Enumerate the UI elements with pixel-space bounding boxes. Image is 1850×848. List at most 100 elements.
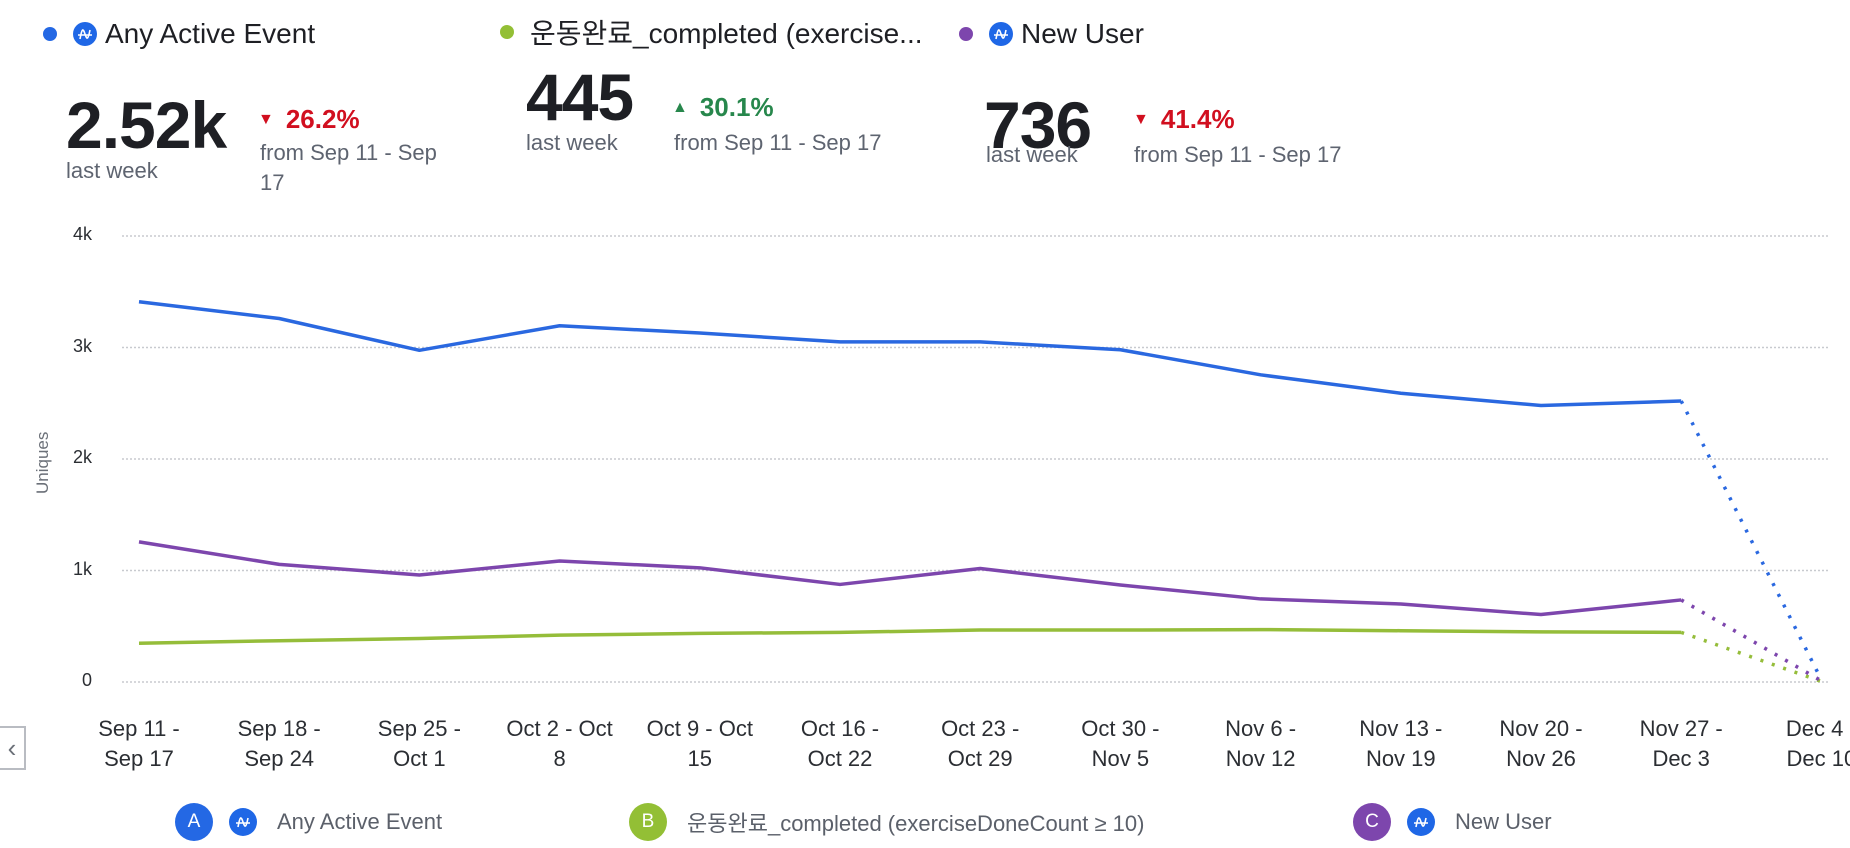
comparison-line-1: from Sep 11 - Sep bbox=[260, 140, 437, 165]
amplitude-event-icon bbox=[229, 808, 257, 836]
data-point[interactable] bbox=[974, 562, 986, 574]
x-tick-line-1: Nov 13 - bbox=[1359, 716, 1443, 741]
comparison-line-1: from Sep 11 - Sep 17 bbox=[1134, 142, 1342, 167]
series-badge: C bbox=[1353, 803, 1391, 841]
data-point[interactable] bbox=[1395, 387, 1407, 399]
series-line[interactable] bbox=[138, 300, 1682, 408]
series-lines bbox=[133, 296, 1827, 687]
comparison-text: from Sep 11 - Sep 17 bbox=[260, 138, 437, 197]
data-point[interactable] bbox=[1114, 344, 1126, 356]
series-color-dot bbox=[959, 27, 973, 41]
data-point[interactable] bbox=[694, 562, 706, 574]
data-point[interactable] bbox=[554, 629, 566, 641]
x-tick-line-1: Nov 6 - bbox=[1225, 716, 1297, 741]
chevron-left-icon: ‹ bbox=[7, 732, 17, 763]
legend-label: Any Active Event bbox=[277, 809, 443, 834]
x-tick-line-1: Dec 4 - bbox=[1785, 716, 1850, 741]
x-tick-line-2: Nov 5 bbox=[1091, 745, 1150, 771]
x-tick-line-1: Nov 27 - bbox=[1639, 716, 1723, 741]
change-percent: 41.4% bbox=[1160, 104, 1235, 134]
data-point[interactable] bbox=[974, 624, 986, 636]
data-point[interactable] bbox=[1815, 675, 1827, 687]
data-point[interactable] bbox=[834, 626, 846, 638]
data-point[interactable] bbox=[413, 344, 425, 356]
data-point[interactable] bbox=[1675, 594, 1687, 606]
data-point[interactable] bbox=[1255, 369, 1267, 381]
data-point[interactable] bbox=[1535, 626, 1547, 638]
data-point[interactable] bbox=[974, 336, 986, 348]
data-point[interactable] bbox=[834, 336, 846, 348]
x-tick-line-1: Oct 2 - Oct bbox=[506, 716, 613, 741]
data-point[interactable] bbox=[1395, 598, 1407, 610]
data-point[interactable] bbox=[1675, 626, 1687, 638]
data-point[interactable] bbox=[273, 635, 285, 647]
data-point[interactable] bbox=[1535, 399, 1547, 411]
x-tick-label: Oct 9 - Oct 15 bbox=[630, 714, 770, 773]
change-percent: 30.1% bbox=[699, 92, 774, 122]
data-point[interactable] bbox=[273, 558, 285, 570]
x-tick-line-1: Sep 25 - bbox=[377, 716, 461, 741]
x-tick-line-1: Nov 20 - bbox=[1499, 716, 1583, 741]
y-tick-label: 3k bbox=[72, 335, 92, 356]
x-tick-line-1: Oct 16 - bbox=[800, 716, 880, 741]
amplitude-event-icon bbox=[73, 22, 97, 46]
x-tick-line-2: 15 bbox=[687, 745, 713, 771]
x-tick-line-2: Nov 19 bbox=[1365, 745, 1436, 771]
legend-item[interactable]: C New User bbox=[1353, 803, 1552, 841]
data-point[interactable] bbox=[133, 637, 145, 649]
comparison-text: from Sep 11 - Sep 17 bbox=[1134, 140, 1342, 170]
x-tick-line-2: Oct 1 bbox=[393, 745, 446, 771]
data-point[interactable] bbox=[133, 296, 145, 308]
x-tick-label: Oct 23 - Oct 29 bbox=[910, 714, 1050, 773]
data-point[interactable] bbox=[1255, 624, 1267, 636]
data-point[interactable] bbox=[554, 555, 566, 567]
amplitude-event-icon bbox=[989, 22, 1013, 46]
x-tick-label: Oct 30 - Nov 5 bbox=[1050, 714, 1190, 773]
series-line-incomplete bbox=[1680, 598, 1823, 683]
data-point[interactable] bbox=[413, 633, 425, 645]
legend-item[interactable]: B 운동완료_completed (exerciseDoneCount ≥ 10) bbox=[629, 803, 1144, 841]
series-badge-letter: C bbox=[1365, 811, 1379, 832]
data-point[interactable] bbox=[1255, 593, 1267, 605]
change-indicator: ▲ 30.1% bbox=[672, 92, 774, 123]
data-point[interactable] bbox=[554, 320, 566, 332]
x-tick-label: Oct 2 - Oct 8 bbox=[490, 714, 630, 773]
legend-item[interactable]: A Any Active Event bbox=[175, 803, 442, 841]
series-line[interactable] bbox=[138, 540, 1682, 617]
amplitude-event-icon bbox=[1407, 808, 1435, 836]
data-point[interactable] bbox=[1535, 609, 1547, 621]
x-tick-label: Sep 25 - Oct 1 bbox=[349, 714, 489, 773]
series-line-incomplete bbox=[1679, 400, 1823, 681]
series-title[interactable]: New User bbox=[959, 18, 1144, 50]
x-tick-line-2: Oct 29 bbox=[947, 745, 1013, 771]
x-tick-line-1: Sep 18 - bbox=[237, 716, 321, 741]
data-point[interactable] bbox=[133, 536, 145, 548]
x-tick-label: Nov 6 - Nov 12 bbox=[1191, 714, 1331, 773]
x-tick-line-1: Oct 30 - bbox=[1081, 716, 1160, 741]
data-point[interactable] bbox=[694, 327, 706, 339]
triangle-down-icon: ▼ bbox=[1133, 110, 1149, 128]
data-point[interactable] bbox=[1114, 579, 1126, 591]
x-tick-label: Oct 16 - Oct 22 bbox=[770, 714, 910, 773]
metric-value: 2.52k bbox=[66, 88, 227, 162]
series-title[interactable]: 운동완료_completed (exercise... bbox=[500, 12, 923, 52]
data-point[interactable] bbox=[694, 627, 706, 639]
data-point[interactable] bbox=[834, 578, 846, 590]
x-tick-line-2: Oct 22 bbox=[807, 745, 873, 771]
data-point[interactable] bbox=[1675, 395, 1687, 407]
series-title[interactable]: Any Active Event bbox=[43, 18, 315, 50]
y-tick-label: 0 bbox=[81, 670, 92, 690]
period-label: last week bbox=[526, 130, 618, 155]
x-tick-line-2: Dec 3 bbox=[1652, 745, 1710, 771]
series-line-incomplete bbox=[1680, 630, 1822, 684]
data-point[interactable] bbox=[1114, 624, 1126, 636]
x-tick-line-2: 8 bbox=[553, 745, 566, 771]
series-badge: A bbox=[175, 803, 213, 841]
series-line[interactable] bbox=[138, 627, 1682, 645]
data-point[interactable] bbox=[413, 569, 425, 581]
previous-page-button[interactable]: ‹ bbox=[0, 726, 26, 770]
change-indicator: ▼ 26.2% bbox=[258, 104, 360, 135]
data-point[interactable] bbox=[1395, 625, 1407, 637]
data-point[interactable] bbox=[273, 313, 285, 325]
